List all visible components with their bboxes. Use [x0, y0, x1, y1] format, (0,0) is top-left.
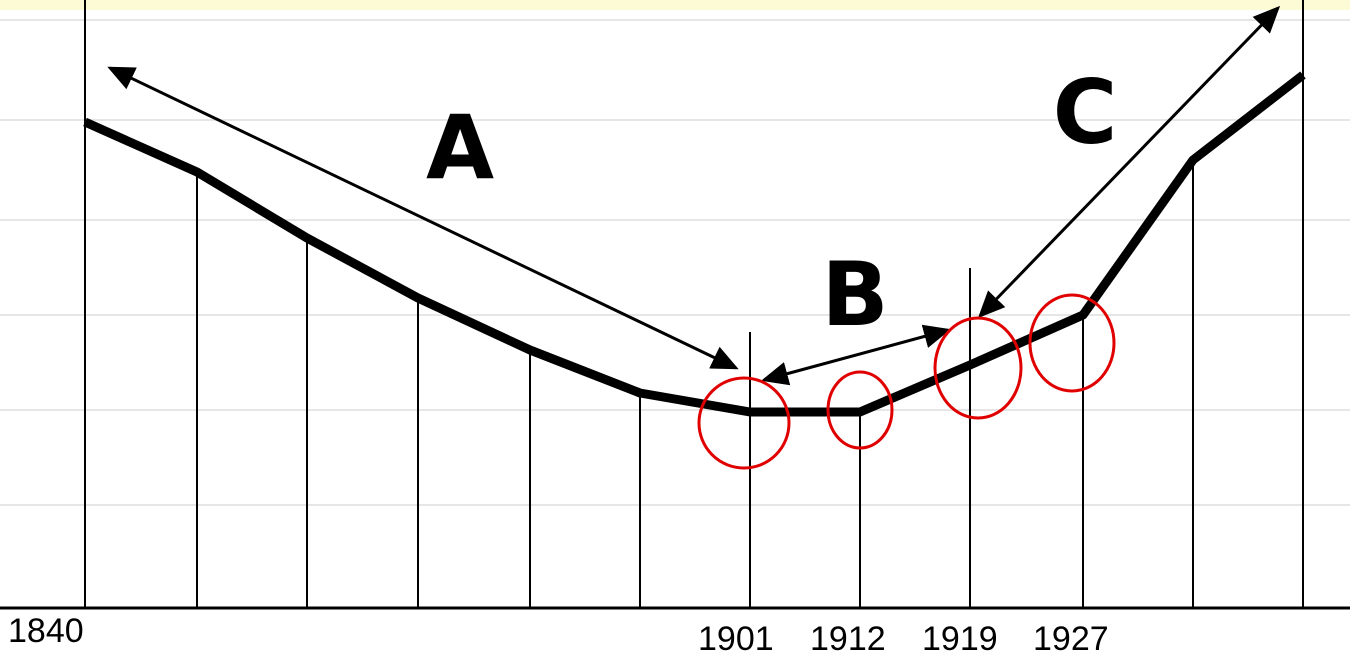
- top-strip: [0, 0, 1350, 10]
- year-label: 1901: [698, 620, 774, 655]
- vertical-lines: [84, 0, 1304, 608]
- circle: [933, 316, 1023, 420]
- year-label: 1927: [1033, 620, 1109, 655]
- year-label: 1919: [922, 620, 998, 655]
- arrow-c: [977, 5, 1281, 319]
- year-label: 1912: [810, 620, 886, 655]
- arrow-a: [107, 66, 739, 370]
- highlights: [697, 293, 1116, 470]
- circle: [697, 376, 791, 470]
- arrows: [107, 5, 1281, 386]
- circle: [826, 370, 894, 450]
- trend-line: [83, 71, 1306, 417]
- circle: [1028, 293, 1116, 393]
- arrow-b: [761, 324, 951, 386]
- segment-label: A: [426, 96, 494, 199]
- grid: [0, 19, 1350, 506]
- year-label: 1840: [8, 612, 84, 650]
- segment-label: B: [821, 243, 888, 346]
- segment-label: C: [1053, 61, 1118, 164]
